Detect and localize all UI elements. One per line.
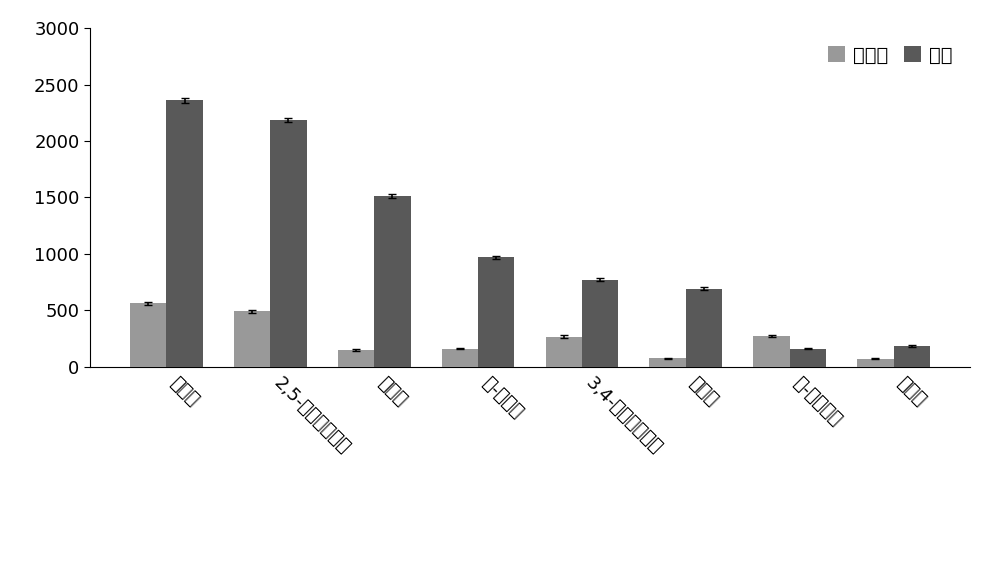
Bar <box>582 280 618 367</box>
Bar <box>790 349 826 367</box>
Legend: 不加铵, 加铵: 不加铵, 加铵 <box>820 38 960 73</box>
Bar <box>442 349 478 367</box>
Bar <box>894 346 930 367</box>
Bar <box>166 100 203 367</box>
Bar <box>270 120 307 367</box>
Bar <box>753 336 790 367</box>
Bar <box>649 358 686 367</box>
Bar <box>374 196 411 367</box>
Bar <box>338 350 374 367</box>
Bar <box>546 337 582 367</box>
Bar <box>130 303 166 367</box>
Bar <box>857 359 894 367</box>
Bar <box>478 257 514 367</box>
Bar <box>234 311 270 367</box>
Bar <box>686 289 722 367</box>
